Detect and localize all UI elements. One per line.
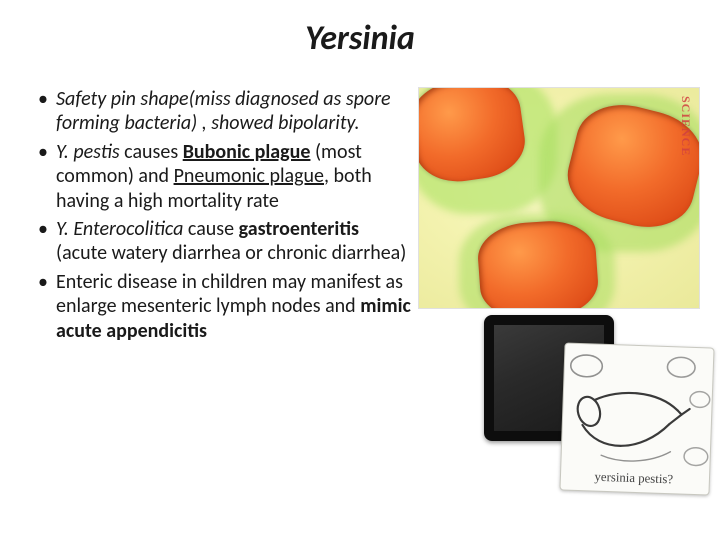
bacterial-cell (476, 218, 600, 309)
image-column: SCIENCE (418, 87, 700, 347)
watermark-text: SCIENCE (678, 96, 693, 156)
sketch-caption: yersinia pestis? (594, 470, 673, 487)
text-run: cause (188, 217, 239, 241)
text-run: gastroenteritis (239, 217, 359, 241)
safety-pin-sketch: yersinia pestis? (560, 343, 713, 494)
text-run: causes (120, 140, 183, 164)
text-run: Y. Enterocolitica (56, 217, 188, 241)
text-run: Pneumonic plague (174, 164, 324, 188)
text-run: Y. pestis (56, 140, 120, 164)
slide-content: Safety pin shape(miss diagnosed as spore… (0, 87, 720, 347)
text-run: (acute watery diarrhea or chronic diarrh… (56, 241, 406, 265)
bullet-item: Y. pestis causes Bubonic plague (most co… (34, 140, 412, 213)
text-run: Enteric disease in children may manifest… (56, 270, 403, 318)
bullet-list: Safety pin shape(miss diagnosed as spore… (34, 87, 412, 343)
bullet-item: Enteric disease in children may manifest… (34, 270, 412, 343)
text-run: Bubonic plague (183, 140, 311, 164)
slide-title: Yersinia (0, 18, 720, 59)
micrograph-image: SCIENCE (418, 87, 700, 309)
text-run: Safety pin shape(miss diagnosed as spore… (56, 87, 391, 135)
sketch-card: yersinia pestis? (559, 342, 714, 495)
bullet-item: Safety pin shape(miss diagnosed as spore… (34, 87, 412, 136)
bullet-item: Y. Enterocolitica cause gastroenteritis … (34, 217, 412, 266)
bullet-column: Safety pin shape(miss diagnosed as spore… (34, 87, 412, 347)
